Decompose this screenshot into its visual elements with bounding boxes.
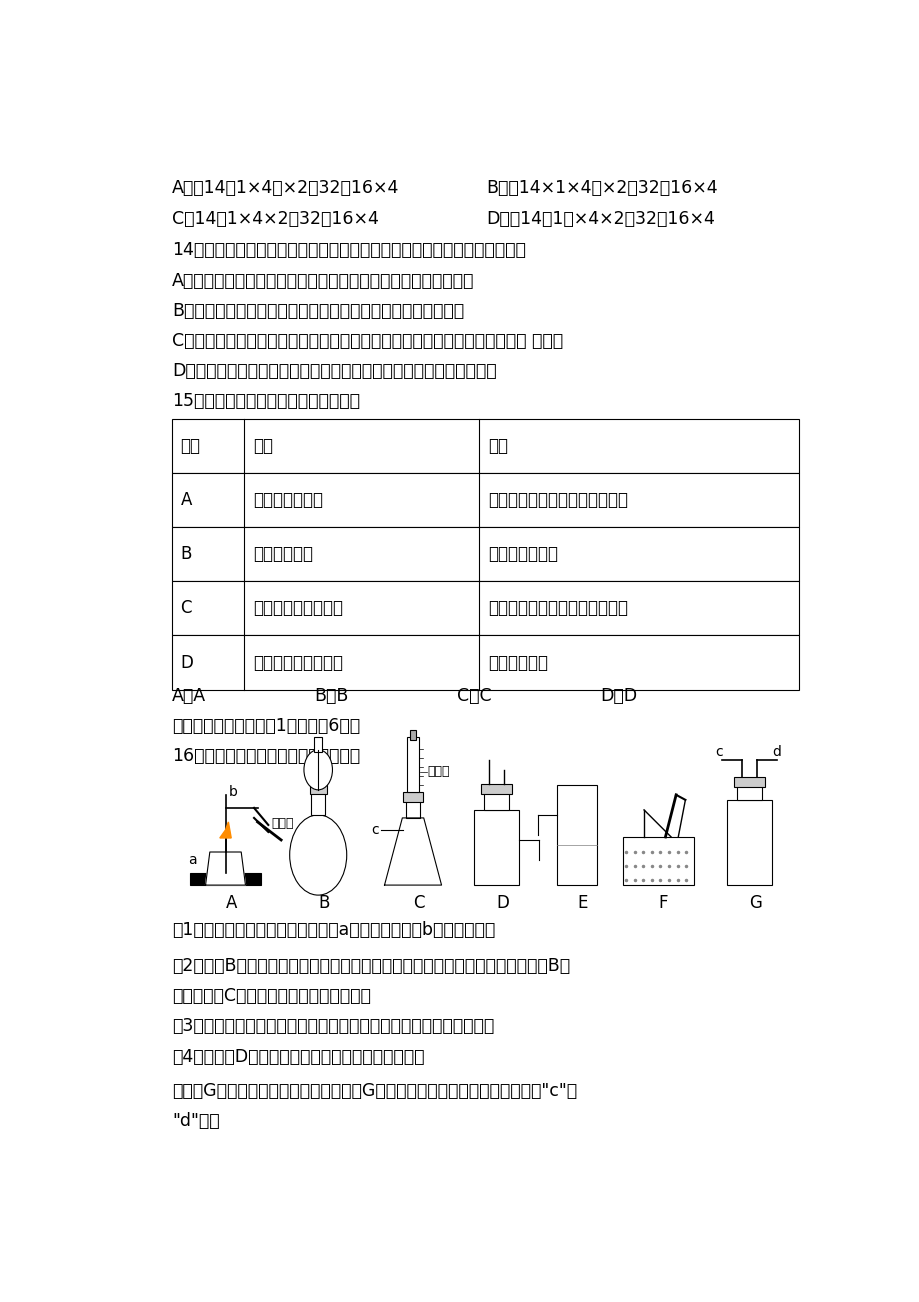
- Polygon shape: [220, 822, 231, 838]
- Text: G: G: [749, 894, 762, 913]
- Text: A．（14＋1×4）×2＋32＋16×4: A．（14＋1×4）×2＋32＋16×4: [172, 180, 399, 198]
- Bar: [172, 581, 799, 635]
- Bar: [172, 473, 799, 527]
- Text: 选项: 选项: [180, 437, 200, 454]
- Bar: [403, 792, 423, 802]
- Text: 事实: 事实: [253, 437, 272, 454]
- Text: D．分解反应生成了多种物质，则生成了多种物质的反应都是分解反应: D．分解反应生成了多种物质，则生成了多种物质的反应都是分解反应: [172, 362, 496, 380]
- Text: c: c: [371, 823, 379, 837]
- Text: 14．类比是化学学习中常用的思考方法，以下四个类推结果正确的是（　）: 14．类比是化学学习中常用的思考方法，以下四个类推结果正确的是（ ）: [172, 241, 526, 259]
- Bar: [311, 793, 325, 815]
- Text: C: C: [180, 599, 192, 617]
- Bar: [172, 527, 799, 581]
- Text: （3）加热氯酸钾和二氧化锰制取氧气时，化学方程式为＿＿＿＿＿；: （3）加热氯酸钾和二氧化锰制取氧气时，化学方程式为＿＿＿＿＿；: [172, 1017, 494, 1035]
- Text: 置做比较，C装置的优点是＿＿＿＿＿＿；: 置做比较，C装置的优点是＿＿＿＿＿＿；: [172, 987, 370, 1005]
- Bar: [733, 777, 765, 786]
- Text: 氧气，液氧都能助燃: 氧气，液氧都能助燃: [253, 599, 343, 617]
- Text: B．B: B．B: [314, 686, 348, 704]
- Text: D．D: D．D: [599, 686, 636, 704]
- Bar: [473, 810, 518, 885]
- Polygon shape: [384, 818, 441, 885]
- Text: 分子在不断运动: 分子在不断运动: [487, 546, 558, 564]
- Text: "d"）；: "d"）；: [172, 1112, 220, 1130]
- Text: A．有氧气参加的反应一定是氧化反应，氧化反应一定有氧气参加: A．有氧气参加的反应一定是氧化反应，氧化反应一定有氧气参加: [172, 272, 474, 289]
- Polygon shape: [205, 852, 245, 885]
- Text: E: E: [576, 894, 586, 913]
- Text: （4）可以用D装置收集氧气的原因是＿＿＿＿＿＿，: （4）可以用D装置收集氧气的原因是＿＿＿＿＿＿，: [172, 1048, 424, 1065]
- Text: D．（14＋1）×4×2＋32＋16×4: D．（14＋1）×4×2＋32＋16×4: [485, 211, 714, 228]
- Text: b: b: [229, 785, 238, 799]
- Text: （2）若用B装置来制取氧气，长颈漏斗添加药品的名称是＿＿＿＿＿＿＿＿，与B装: （2）若用B装置来制取氧气，长颈漏斗添加药品的名称是＿＿＿＿＿＿＿＿，与B装: [172, 957, 570, 975]
- Text: B．（14×1×4）×2＋32＋16×4: B．（14×1×4）×2＋32＋16×4: [485, 180, 717, 198]
- Text: F: F: [658, 894, 667, 913]
- Text: 解释: 解释: [487, 437, 507, 454]
- Bar: [557, 785, 596, 885]
- Bar: [172, 635, 799, 690]
- Bar: [481, 784, 512, 794]
- Bar: [313, 737, 323, 751]
- Text: c: c: [715, 745, 722, 759]
- Text: C．分子是保持物质化学性质的一种微粒，保持保持物质化学性质的唯一微粒 是分子: C．分子是保持物质化学性质的一种微粒，保持保持物质化学性质的唯一微粒 是分子: [172, 332, 562, 350]
- Text: A: A: [225, 894, 236, 913]
- Text: C．C: C．C: [457, 686, 492, 704]
- Bar: [483, 792, 509, 810]
- Text: B．氧化物中含有氧元素，但含有氧元素的物质不一定是氧化物: B．氧化物中含有氧元素，但含有氧元素的物质不一定是氧化物: [172, 302, 464, 319]
- Text: A: A: [180, 491, 192, 509]
- Text: 15．以下事实从微观角度解释错误的是: 15．以下事实从微观角度解释错误的是: [172, 392, 359, 410]
- Bar: [726, 799, 772, 885]
- Text: 16．实验室常用下列装置来制取氧气：: 16．实验室常用下列装置来制取氧气：: [172, 747, 359, 764]
- Text: A．A: A．A: [172, 686, 206, 704]
- Text: 注射器: 注射器: [426, 766, 449, 779]
- Text: 温度越高，分子的运动速度加快: 温度越高，分子的运动速度加快: [487, 491, 628, 509]
- Bar: [410, 729, 415, 740]
- Text: （1）写出图中有标号仪器的名称：a＿＿＿＿＿＿；b＿＿＿＿＿；: （1）写出图中有标号仪器的名称：a＿＿＿＿＿＿；b＿＿＿＿＿；: [172, 922, 494, 939]
- Text: d: d: [510, 823, 519, 837]
- Text: D: D: [180, 654, 193, 672]
- Text: 春天柳絮飘扬: 春天柳絮飘扬: [253, 546, 312, 564]
- Bar: [172, 419, 799, 473]
- Text: D: D: [496, 894, 509, 913]
- Bar: [736, 785, 762, 799]
- Text: B: B: [318, 894, 329, 913]
- Text: 花气袭人知骤暖: 花气袭人知骤暖: [253, 491, 323, 509]
- Text: d: d: [772, 745, 780, 759]
- Text: 空气可以压缩为液态: 空气可以压缩为液态: [253, 654, 343, 672]
- Text: B: B: [180, 546, 192, 564]
- Bar: [622, 837, 693, 885]
- Bar: [405, 799, 420, 818]
- Text: C: C: [413, 894, 424, 913]
- Text: 棉花团: 棉花团: [272, 818, 294, 831]
- Text: 若要用G装置收集较纯净的氧气，可先在G装置中装满水，应从＿＿口进入（填"c"或: 若要用G装置收集较纯净的氧气，可先在G装置中装满水，应从＿＿口进入（填"c"或: [172, 1082, 576, 1100]
- Text: 二、填空题（本大题共1小题，共6分）: 二、填空题（本大题共1小题，共6分）: [172, 716, 359, 734]
- Bar: [407, 737, 418, 792]
- Circle shape: [303, 750, 332, 790]
- Circle shape: [289, 815, 346, 894]
- Bar: [310, 784, 326, 794]
- Text: a: a: [188, 853, 197, 867]
- Text: 氧气、液氧都是由氧气分子构成: 氧气、液氧都是由氧气分子构成: [487, 599, 628, 617]
- Text: C．14＋1×4×2＋32＋16×4: C．14＋1×4×2＋32＋16×4: [172, 211, 379, 228]
- Text: 分子间有间隔: 分子间有间隔: [487, 654, 548, 672]
- Bar: [189, 874, 261, 885]
